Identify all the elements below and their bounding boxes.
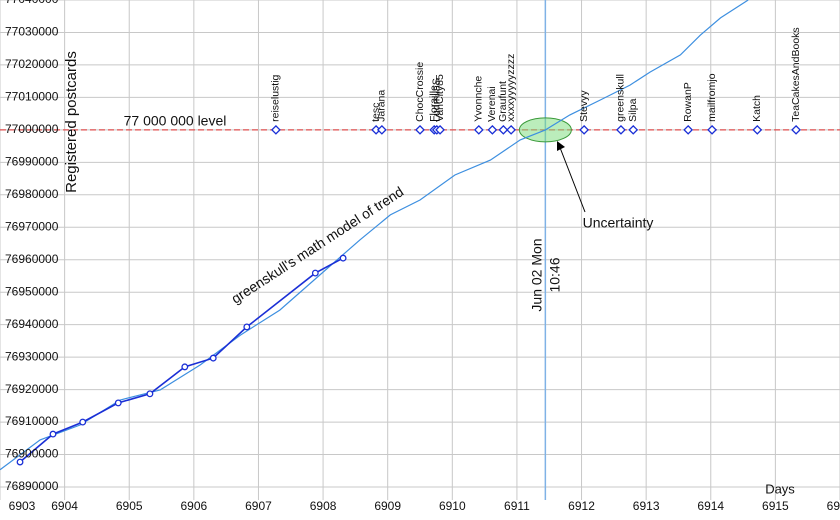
arrow bbox=[558, 144, 586, 213]
y-tick-label: 77020000 bbox=[5, 57, 59, 71]
point bbox=[114, 399, 122, 407]
grid bbox=[0, 0, 840, 500]
player-marker bbox=[473, 124, 484, 135]
player-marker bbox=[707, 124, 717, 135]
y-tick-label: 77030000 bbox=[5, 25, 59, 39]
x-tick-label: 6904 bbox=[51, 499, 78, 513]
x-tick-label: 6908 bbox=[310, 499, 337, 513]
player-label: Verenai bbox=[486, 86, 498, 122]
x-tick-label: 6910 bbox=[439, 499, 466, 513]
player-label: VanCity85 bbox=[434, 74, 446, 122]
y-tick-label: 77040000 bbox=[5, 0, 59, 6]
y-tick-label: 76960000 bbox=[5, 252, 59, 266]
point bbox=[311, 269, 319, 277]
player-marker bbox=[791, 124, 801, 135]
x-tick-label: 6916 bbox=[827, 499, 840, 513]
point bbox=[146, 390, 154, 398]
point bbox=[49, 430, 57, 438]
y-tick-label: 76910000 bbox=[5, 414, 59, 428]
series-line bbox=[19, 257, 344, 463]
x-tick-label: 6913 bbox=[633, 499, 660, 513]
x-tick-label: 6909 bbox=[374, 499, 401, 513]
player-label: tesc bbox=[370, 103, 382, 122]
moment-date: Jun 02 Mon bbox=[529, 238, 545, 311]
player-label: greenskull bbox=[615, 74, 627, 122]
y-tick-label: 76980000 bbox=[5, 187, 59, 201]
x-tick-label: 6905 bbox=[116, 499, 143, 513]
point bbox=[339, 254, 347, 262]
x-tick-label: 6903 bbox=[9, 499, 36, 513]
player-marker bbox=[506, 124, 517, 135]
player-marker bbox=[752, 124, 763, 135]
player-label: Yvonnche bbox=[473, 76, 485, 122]
y-tick-label: 76940000 bbox=[5, 317, 59, 331]
moment-time: 10:46 bbox=[547, 257, 563, 292]
arrow-head bbox=[557, 141, 565, 151]
player-label: Silpa bbox=[627, 98, 639, 122]
trend-label: greenskull's math model of trend bbox=[228, 183, 406, 306]
player-marker bbox=[683, 124, 694, 135]
player-marker bbox=[435, 124, 445, 135]
y-tick-label: 76930000 bbox=[5, 349, 59, 363]
y-tick-label: 77010000 bbox=[5, 90, 59, 104]
series-line bbox=[0, 0, 749, 471]
y-axis-label: Registered postcards bbox=[63, 51, 80, 193]
player-marker bbox=[498, 124, 509, 135]
player-marker bbox=[579, 124, 590, 135]
y-tick-label: 76890000 bbox=[5, 479, 59, 493]
point bbox=[181, 363, 189, 371]
x-tick-label: 6914 bbox=[697, 499, 724, 513]
x-tick-label: 6915 bbox=[762, 499, 789, 513]
x-tick-label: 6912 bbox=[568, 499, 595, 513]
x-tick-label: 6907 bbox=[245, 499, 272, 513]
player-marker bbox=[487, 124, 498, 135]
player-label: mailfromjo bbox=[706, 73, 718, 122]
y-tick-label: 76900000 bbox=[5, 447, 59, 461]
y-tick-label: 77000000 bbox=[5, 122, 59, 136]
player-label: LudmilaS bbox=[431, 78, 443, 122]
point bbox=[209, 354, 217, 362]
y-tick-label: 76970000 bbox=[5, 219, 59, 233]
x-tick-label: 6911 bbox=[504, 499, 530, 513]
player-label: Katch bbox=[751, 95, 763, 122]
point bbox=[243, 323, 251, 331]
y-tick-label: 76950000 bbox=[5, 284, 59, 298]
point bbox=[16, 458, 24, 466]
player-marker bbox=[616, 124, 626, 135]
player-label: Jarana bbox=[376, 90, 388, 122]
player-label: Floraille bbox=[428, 85, 440, 122]
marks bbox=[0, 0, 840, 500]
y-tick-label: 76920000 bbox=[5, 382, 59, 396]
player-marker bbox=[270, 124, 281, 135]
player-marker bbox=[415, 124, 425, 135]
x-tick-label: 6906 bbox=[180, 499, 207, 513]
y-tick-label: 76990000 bbox=[5, 155, 59, 169]
player-label: Graufunt bbox=[497, 81, 509, 122]
player-label: TeaCakesAndBooks bbox=[790, 27, 802, 122]
player-label: ChocCrossie bbox=[414, 62, 426, 122]
player-marker bbox=[376, 124, 387, 135]
player-label: Stevyy bbox=[578, 90, 590, 122]
player-label: xxxxyyyyyzzzz bbox=[505, 54, 517, 122]
player-label: RowanP bbox=[682, 82, 694, 122]
level-label: 77 000 000 level bbox=[124, 113, 227, 129]
x-axis-label: Days bbox=[765, 481, 795, 496]
player-label: reiselustig bbox=[270, 74, 282, 121]
player-marker bbox=[628, 124, 639, 135]
point bbox=[79, 418, 87, 426]
uncertainty-label: Uncertainty bbox=[583, 215, 654, 231]
